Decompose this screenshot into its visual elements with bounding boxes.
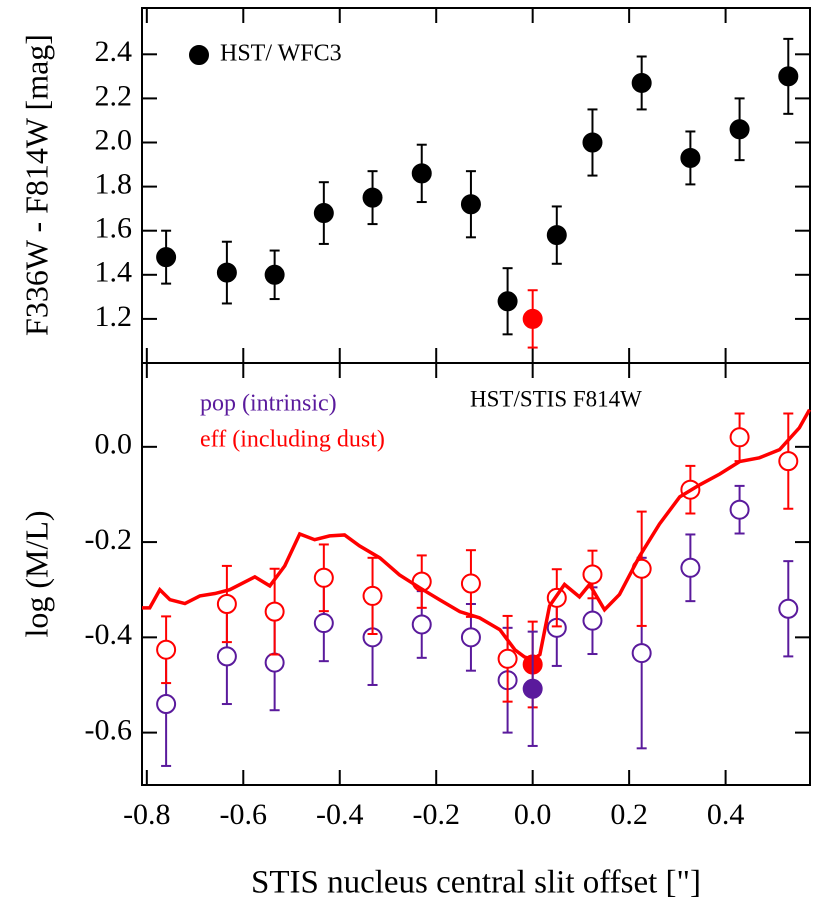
data-point	[313, 203, 334, 224]
data-point	[156, 694, 177, 715]
data-point	[631, 643, 652, 664]
data-point	[778, 451, 799, 472]
data-point	[680, 147, 701, 168]
data-point	[264, 601, 285, 622]
data-point	[460, 194, 481, 215]
y-tick-label: 1.6	[95, 212, 133, 245]
data-point	[460, 627, 481, 648]
legend-label: HST/ WFC3	[220, 41, 342, 67]
data-point	[216, 646, 237, 667]
data-point	[362, 187, 383, 208]
x-axis-title: STIS nucleus central slit offset ["]	[251, 865, 701, 901]
y-tick-label: 1.2	[95, 300, 133, 333]
y-axis-title: F336W - F814W [mag]	[18, 34, 54, 336]
data-point	[582, 132, 603, 153]
y-tick-label: 1.8	[95, 167, 133, 200]
data-point	[729, 119, 750, 140]
y-tick-label: -0.2	[85, 523, 133, 556]
y-tick-label: -0.4	[85, 618, 133, 651]
x-tick-label: 0.0	[514, 798, 552, 831]
model-line	[142, 408, 812, 662]
y-axis-title: log (M/L)	[18, 510, 54, 637]
data-point	[362, 585, 383, 606]
data-point	[156, 247, 177, 268]
data-point	[411, 614, 432, 635]
data-point	[729, 499, 750, 520]
data-point	[156, 639, 177, 660]
x-tick-label: -0.4	[316, 798, 364, 831]
data-point	[216, 594, 237, 615]
legend-label: pop (intrinsic)	[200, 391, 337, 417]
x-tick-label: 0.4	[707, 798, 745, 831]
data-point	[582, 564, 603, 585]
annotation: HST/STIS F814W	[470, 386, 642, 411]
data-point	[582, 610, 603, 631]
data-point	[313, 567, 334, 588]
data-point	[313, 613, 334, 634]
data-point	[411, 163, 432, 184]
y-tick-label: 0.0	[95, 428, 133, 461]
y-tick-label: 2.4	[95, 35, 133, 68]
data-point	[264, 652, 285, 673]
data-point	[778, 598, 799, 619]
y-tick-label: 2.2	[95, 79, 133, 112]
data-point	[264, 264, 285, 285]
y-tick-label: 2.0	[95, 123, 133, 156]
data-point	[778, 66, 799, 87]
data-point	[522, 308, 543, 329]
data-point	[460, 573, 481, 594]
x-tick-label: -0.8	[123, 798, 171, 831]
data-point	[522, 678, 543, 699]
y-tick-label: -0.6	[85, 713, 133, 746]
x-tick-label: -0.2	[412, 798, 460, 831]
x-tick-label: -0.6	[220, 798, 268, 831]
data-point	[216, 262, 237, 283]
data-point	[497, 291, 518, 312]
plot-frame	[141, 362, 811, 786]
data-point	[631, 72, 652, 93]
data-point	[680, 557, 701, 578]
data-point	[546, 225, 567, 246]
legend-marker	[189, 45, 209, 65]
data-point	[729, 427, 750, 448]
x-tick-label: 0.2	[610, 798, 648, 831]
legend-label: eff (including dust)	[200, 427, 385, 453]
y-tick-label: 1.4	[95, 256, 133, 289]
data-point	[497, 648, 518, 669]
